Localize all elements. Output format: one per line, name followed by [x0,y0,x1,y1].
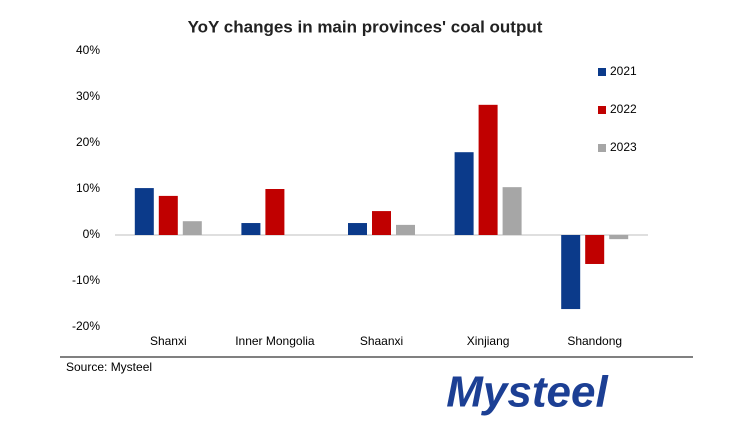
bar [134,188,154,235]
chart-title: YoY changes in main provinces' coal outp… [188,17,543,36]
bar [585,235,605,264]
bar [609,235,629,240]
bar [396,224,415,235]
bar [454,152,474,235]
bar [182,221,202,235]
bar [348,223,367,235]
y-tick-label: -10% [72,273,100,287]
x-tick-label: Shandong [567,334,622,348]
bar [265,189,285,235]
legend-swatch [598,144,606,152]
y-tick-label: 30% [76,89,100,103]
bar [158,195,178,235]
y-tick-label: 0% [83,227,101,241]
y-tick-label: 10% [76,181,100,195]
y-tick-label: 20% [76,135,100,149]
logo: Mysteel [446,368,608,417]
legend-label: 2023 [610,140,637,154]
x-tick-label: Shanxi [150,334,187,348]
y-tick-label: 40% [76,43,100,57]
x-tick-label: Xinjiang [467,334,510,348]
bar [478,104,498,235]
legend-label: 2022 [610,102,637,116]
x-tick-label: Inner Mongolia [235,334,315,348]
source-note: Source: Mysteel [66,360,152,374]
y-tick-label: -20% [72,319,100,333]
bar [561,235,581,310]
bar [502,187,522,235]
legend-swatch [598,68,606,76]
legend-swatch [598,106,606,114]
legend-label: 2021 [610,64,637,78]
bar [372,211,391,235]
x-tick-label: Shaanxi [360,334,403,348]
bar [241,223,261,235]
